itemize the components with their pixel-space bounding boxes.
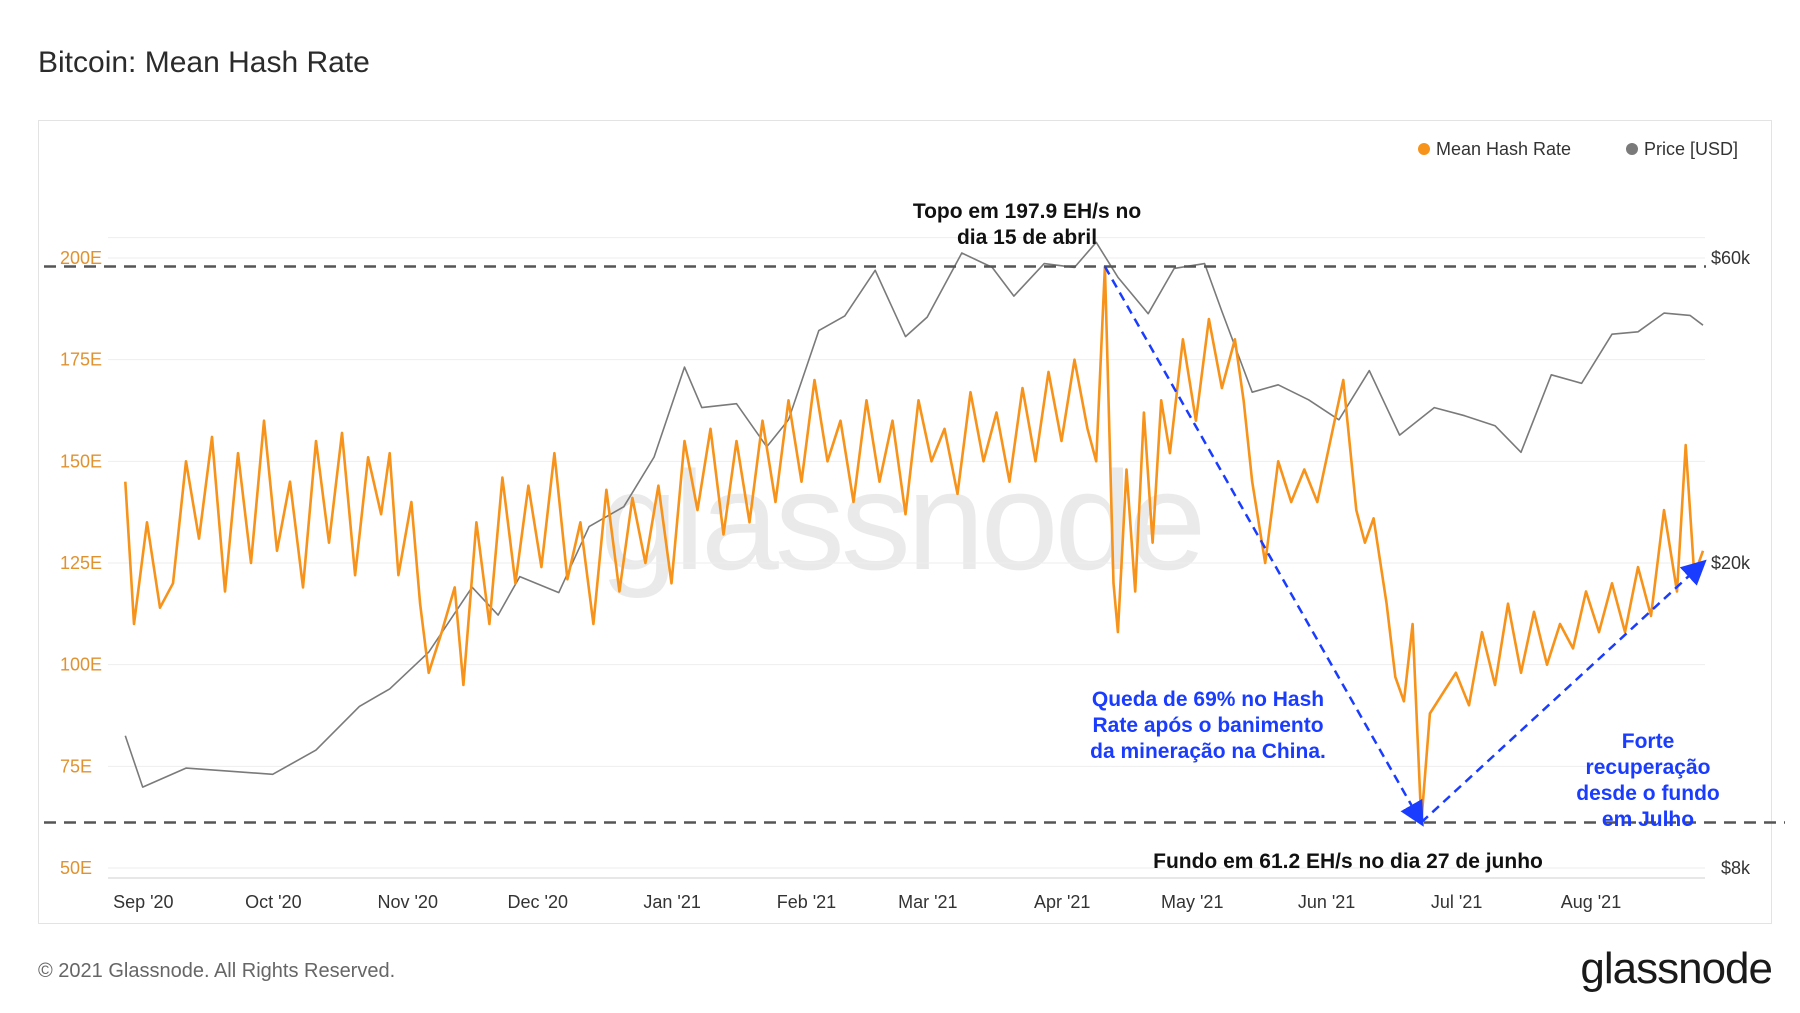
x-tick-label: Jun '21 [1298, 892, 1355, 912]
copyright-text: © 2021 Glassnode. All Rights Reserved. [38, 960, 396, 982]
legend-swatch-price [1626, 143, 1638, 155]
recovery-annotation-text: recuperação [1586, 756, 1711, 779]
x-tick-label: Nov '20 [377, 892, 437, 912]
y-left-tick-label: 75E [60, 756, 92, 776]
y-right-tick-label: $20k [1711, 553, 1751, 573]
price-series-line [124, 241, 1704, 788]
drop-annotation-arrow [1103, 265, 1424, 827]
x-tick-label: Jan '21 [643, 892, 700, 912]
hash-rate-series-line [124, 265, 1705, 824]
y-right-tick-label: $8k [1721, 858, 1751, 878]
y-left-tick-label: 100E [60, 655, 102, 675]
glassnode-logo: glassnode [1580, 944, 1773, 993]
page-title: Bitcoin: Mean Hash Rate [38, 46, 370, 79]
legend-swatch-hash [1418, 143, 1430, 155]
chart-frame [38, 120, 1772, 924]
y-left-tick-label: 125E [60, 553, 102, 573]
y-left-tick-label: 150E [60, 451, 102, 471]
drop-annotation-text: Rate após o banimento [1092, 714, 1323, 737]
legend-label-hash: Mean Hash Rate [1436, 139, 1571, 159]
x-tick-label: Jul '21 [1431, 892, 1482, 912]
recovery-annotation-arrow [1420, 559, 1707, 824]
y-right-tick-label: $60k [1711, 248, 1751, 268]
recovery-annotation-text: em Julho [1602, 808, 1694, 831]
top-annotation-line-2: dia 15 de abril [957, 226, 1097, 249]
x-tick-label: Feb '21 [777, 892, 836, 912]
x-tick-label: Apr '21 [1034, 892, 1090, 912]
y-left-tick-label: 175E [60, 350, 102, 370]
y-left-tick-label: 200E [60, 248, 102, 268]
x-tick-label: Dec '20 [508, 892, 568, 912]
top-annotation-line-1: Topo em 197.9 EH/s no [913, 200, 1141, 223]
x-tick-label: Aug '21 [1561, 892, 1622, 912]
y-left-tick-label: 50E [60, 858, 92, 878]
recovery-annotation-text: desde o fundo [1576, 782, 1720, 805]
x-tick-label: Oct '20 [245, 892, 301, 912]
legend-label-price: Price [USD] [1644, 139, 1738, 159]
recovery-annotation-text: Forte [1622, 730, 1675, 753]
drop-annotation-text: da mineração na China. [1090, 740, 1326, 763]
bottom-annotation-label: Fundo em 61.2 EH/s no dia 27 de junho [1153, 850, 1543, 873]
drop-annotation-text: Queda de 69% no Hash [1092, 688, 1324, 711]
x-tick-label: Mar '21 [898, 892, 957, 912]
x-tick-label: Sep '20 [113, 892, 174, 912]
x-tick-label: May '21 [1161, 892, 1223, 912]
